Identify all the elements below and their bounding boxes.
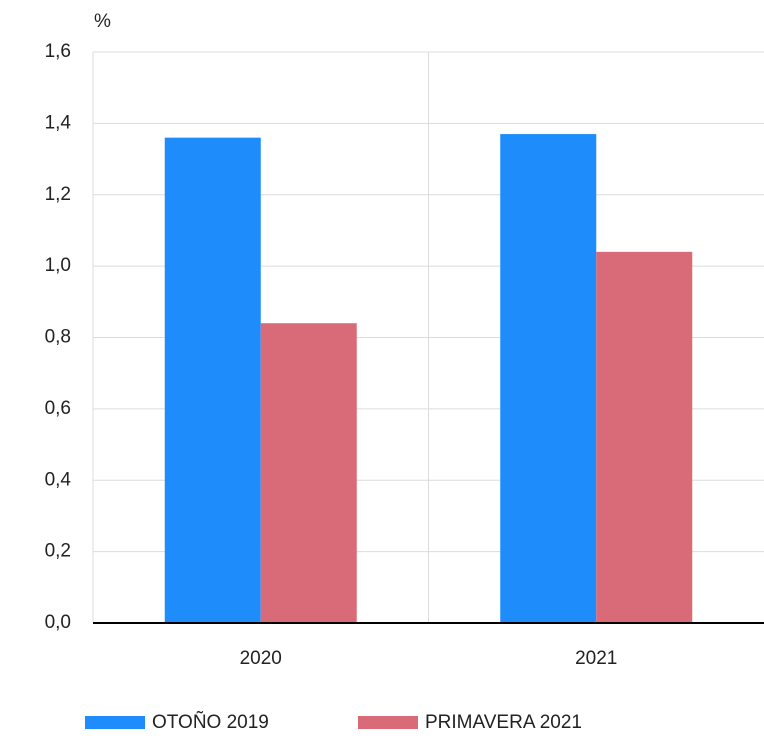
x-tick-label: 2020: [240, 648, 282, 669]
bar: [596, 251, 693, 623]
legend-label: PRIMAVERA 2021: [425, 712, 582, 733]
bar: [500, 134, 597, 624]
bar: [260, 323, 357, 623]
y-tick-label: 1,4: [45, 112, 72, 133]
legend-swatch: [85, 716, 145, 729]
y-tick-label: 0,8: [45, 327, 71, 348]
y-tick-label: 0,6: [45, 398, 71, 419]
legend-label: OTOÑO 2019: [152, 711, 269, 733]
y-axis-label: %: [94, 11, 111, 32]
y-tick-label: 1,0: [45, 255, 71, 276]
y-tick-label: 1,2: [45, 184, 71, 205]
y-tick-label: 0,0: [45, 612, 71, 633]
bar: [164, 137, 261, 623]
y-tick-label: 0,4: [45, 469, 72, 490]
y-tick-label: 1,6: [45, 41, 71, 62]
legend-swatch: [358, 716, 418, 729]
x-tick-label: 2021: [575, 648, 617, 669]
y-tick-label: 0,2: [45, 541, 71, 562]
